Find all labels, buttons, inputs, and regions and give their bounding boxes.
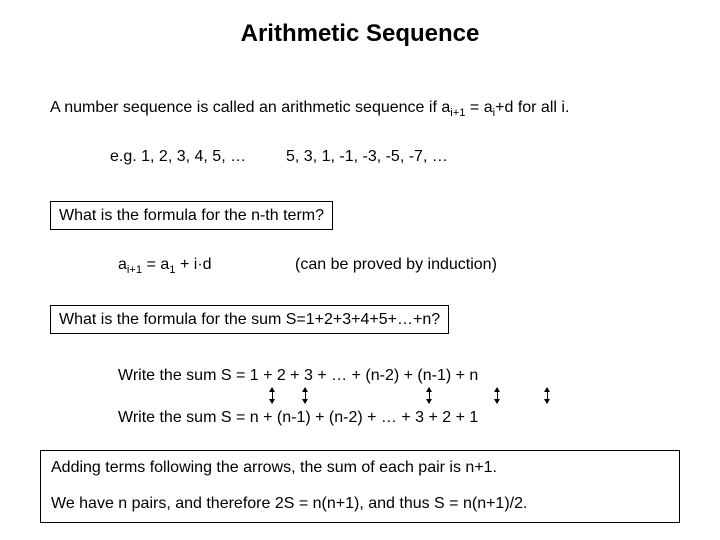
definition-text: A number sequence is called an arithmeti… [50,98,569,117]
formula-nth-term: ai+1 = a1 + i·d [118,255,212,274]
formula1-sub1: i+1 [127,264,142,276]
example-seq2: 5, 3, 1, -1, -3, -5, -7, … [286,147,448,166]
formula1-note: (can be proved by induction) [295,255,497,274]
question1-text: What is the formula for the n-th term? [59,207,324,224]
pair-arrow [497,388,498,403]
formula1-part1: a [118,256,127,273]
sum-reverse: Write the sum S = n + (n-1) + (n-2) + … … [118,408,478,427]
pair-arrow [429,388,430,403]
question1-box: What is the formula for the n-th term? [50,201,333,230]
conclusion-line1: Adding terms following the arrows, the s… [51,457,669,479]
formula1-part2: = a [142,256,169,273]
definition-part3: +d for all i. [495,99,569,116]
page-title: Arithmetic Sequence [0,20,720,48]
definition-part2: = a [465,99,492,116]
question2-box: What is the formula for the sum S=1+2+3+… [50,305,449,334]
question2-text: What is the formula for the sum S=1+2+3+… [59,311,440,328]
sum-forward: Write the sum S = 1 + 2 + 3 + … + (n-2) … [118,366,478,385]
conclusion-line2: We have n pairs, and therefore 2S = n(n+… [51,493,669,515]
pair-arrow [305,388,306,403]
conclusion-box: Adding terms following the arrows, the s… [40,450,680,523]
definition-part1: A number sequence is called an arithmeti… [50,99,450,116]
definition-sub1: i+1 [450,107,465,119]
pair-arrow [272,388,273,403]
pair-arrow [547,388,548,403]
formula1-part3: + i·d [176,256,212,273]
example-seq1: e.g. 1, 2, 3, 4, 5, … [110,147,246,166]
